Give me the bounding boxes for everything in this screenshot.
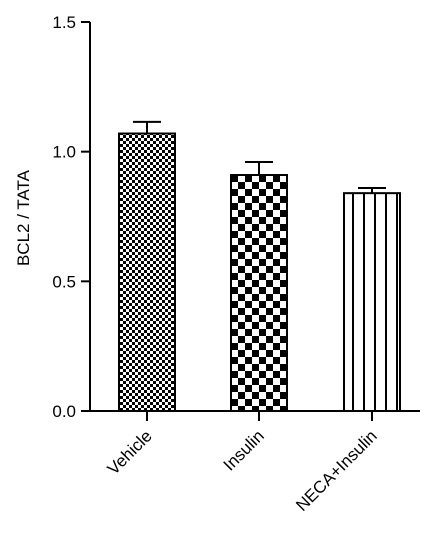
x-tick-label: Vehicle: [104, 426, 156, 478]
bar-neca-insulin: [343, 192, 401, 412]
bars: [118, 120, 401, 412]
x-tick-label: NECA+Insulin: [292, 426, 381, 515]
y-axis-ticks: 0.0 0.5 1.0 1.5: [52, 13, 90, 421]
x-tick-label: Insulin: [220, 426, 268, 474]
y-tick-label: 0.5: [52, 272, 76, 291]
y-tick-label: 1.5: [52, 13, 76, 32]
y-tick-label: 1.0: [52, 143, 76, 162]
y-axis-label: BCL2 / TATA: [14, 169, 33, 266]
bar-vehicle: [118, 132, 176, 412]
bar-insulin: [230, 174, 288, 412]
y-tick-label: 0.0: [52, 402, 76, 421]
x-axis-tick-labels: Vehicle Insulin NECA+Insulin: [104, 411, 381, 515]
